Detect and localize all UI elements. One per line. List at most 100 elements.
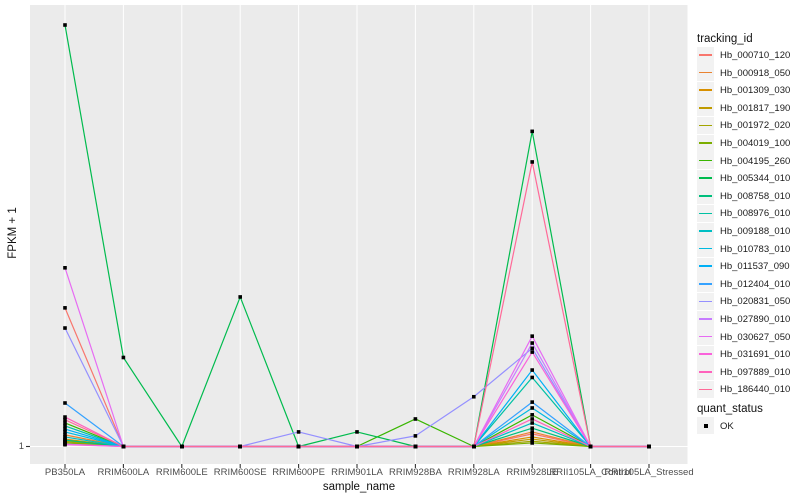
x-tick-label: PB350LA	[44, 467, 86, 478]
legend-key	[697, 275, 714, 293]
legend-key-line-icon	[699, 353, 712, 355]
legend-entry-label: Hb_000710_120	[720, 50, 791, 61]
data-point	[63, 306, 67, 310]
legend-key-line-icon	[699, 388, 712, 391]
data-point	[413, 417, 418, 421]
data-point	[530, 421, 534, 425]
legend-key-line-icon	[699, 71, 712, 74]
legend-key-line-icon	[699, 282, 712, 285]
data-point	[63, 401, 67, 405]
legend-key-line-icon	[699, 142, 712, 144]
y-axis-title: FPKM + 1	[7, 207, 19, 259]
square-point-icon	[703, 423, 708, 428]
data-point	[355, 444, 359, 449]
data-point	[472, 394, 476, 399]
data-point	[63, 424, 67, 428]
data-point	[121, 444, 126, 449]
data-point	[530, 346, 534, 351]
legend-entry-label: Hb_030627_050	[720, 331, 791, 343]
data-point	[647, 444, 651, 449]
legend-key-line-icon	[699, 230, 712, 232]
data-point	[355, 430, 359, 434]
legend-entry-label: Hb_005344_010	[720, 173, 791, 185]
x-tick-label: RRIM901LA	[331, 467, 383, 478]
data-point	[530, 437, 534, 441]
legend-key-line-icon	[699, 194, 712, 197]
legend-key	[697, 310, 714, 328]
legend-key	[697, 345, 714, 363]
legend-key	[697, 240, 714, 258]
data-point	[588, 444, 593, 449]
panel-background	[30, 5, 688, 464]
data-point	[63, 417, 67, 422]
legend-key-line-icon	[699, 300, 712, 303]
data-point	[530, 426, 534, 430]
legend-entry-label: Hb_020831_050	[720, 296, 791, 308]
legend-entry-label: Hb_001309_030	[720, 85, 791, 97]
legend-entry-label: Hb_010783_010	[720, 243, 791, 255]
legend-entry-label: Hb_000918_050	[720, 67, 791, 79]
data-point	[296, 430, 301, 434]
data-point	[530, 334, 534, 338]
legend-key	[697, 99, 714, 117]
legend-key-line-icon	[699, 318, 712, 320]
legend-title-tracking-id: tracking_id	[697, 33, 753, 45]
x-tick-label: RRIM928LA	[447, 467, 500, 478]
data-point	[530, 368, 534, 372]
data-point	[63, 442, 67, 447]
data-point	[530, 417, 534, 421]
legend-entry-label: Hb_027890_010	[720, 314, 791, 325]
x-tick-label: RRIM928LE	[506, 467, 559, 478]
legend-entry-label: Hb_001817_190	[720, 102, 791, 114]
data-point	[63, 435, 67, 439]
legend-key-line-icon	[699, 212, 712, 215]
data-point	[413, 434, 418, 438]
data-point	[238, 295, 242, 299]
data-point	[530, 432, 534, 436]
data-point	[530, 441, 534, 445]
legend-key	[697, 222, 714, 240]
data-point	[530, 350, 534, 354]
legend-key	[697, 204, 714, 222]
legend-key-line-icon	[699, 159, 712, 162]
data-point	[530, 160, 534, 164]
data-point	[121, 355, 126, 360]
data-point	[63, 421, 67, 425]
legend-entry-label: Hb_031691_010	[720, 349, 791, 361]
legend-key	[697, 81, 714, 99]
legend-title-quant-status: quant_status	[697, 403, 763, 415]
legend-key-line-icon	[699, 335, 712, 338]
legend-key	[697, 169, 714, 187]
data-point	[63, 433, 67, 437]
legend-key	[697, 187, 714, 205]
data-point	[63, 430, 67, 434]
legend-entry-label: Hb_008976_010	[720, 208, 791, 220]
data-point	[530, 375, 534, 380]
x-axis-title: sample_name	[322, 481, 396, 493]
legend-key	[697, 292, 714, 310]
data-point	[530, 435, 534, 439]
legend-key-line-icon	[699, 54, 712, 56]
legend-key	[697, 64, 714, 82]
data-point	[63, 438, 67, 442]
legend-entry-label: Hb_008758_010	[720, 190, 791, 202]
legend-key	[697, 328, 714, 346]
data-point	[472, 444, 476, 449]
data-point	[63, 427, 67, 431]
x-tick-label: RRIM600PE	[272, 467, 325, 478]
legend-entry-label: Hb_001972_020	[720, 120, 791, 132]
data-point	[180, 444, 184, 449]
data-point	[413, 444, 418, 449]
data-point	[530, 413, 534, 417]
data-point	[63, 23, 67, 27]
legend-key	[697, 134, 714, 152]
data-point	[296, 444, 301, 449]
legend-entry-label: OK	[720, 420, 734, 432]
data-point	[530, 129, 534, 134]
data-point	[530, 341, 534, 345]
legend-entry-label: Hb_186440_010	[720, 384, 791, 396]
x-tick-label: RRII105LA_Control	[549, 467, 632, 478]
legend-entry-label: Hb_004195_260	[720, 155, 791, 167]
